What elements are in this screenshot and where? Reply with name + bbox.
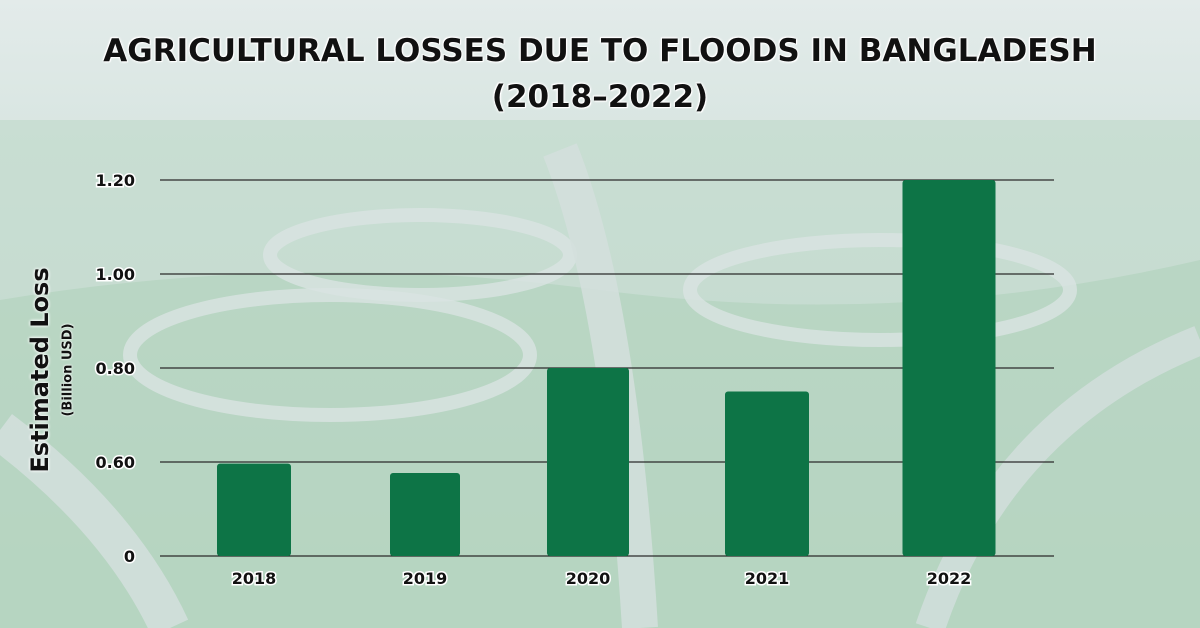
y-tick-label: 0 bbox=[124, 547, 135, 566]
bar-2018 bbox=[217, 463, 291, 556]
bars bbox=[217, 180, 996, 556]
x-tick-labels: 2018 2019 2020 2021 2022 bbox=[230, 568, 973, 590]
bar-2020 bbox=[547, 368, 629, 556]
chart-title-line-2: (2018–2022) bbox=[491, 79, 709, 115]
chart-title: AGRICULTURAL LOSSES DUE TO FLOODS IN BAN… bbox=[0, 28, 1200, 120]
bar-2021 bbox=[725, 391, 809, 556]
y-tick-labels: 0 0.60 0.80 1.00 1.20 bbox=[94, 170, 136, 568]
chart-title-line-1: AGRICULTURAL LOSSES DUE TO FLOODS IN BAN… bbox=[103, 33, 1097, 69]
x-tick-label-2019: 2019 bbox=[403, 569, 448, 588]
x-tick-label-2021: 2021 bbox=[745, 569, 790, 588]
y-tick-label: 0.80 bbox=[96, 359, 135, 378]
bar-2019 bbox=[390, 472, 460, 556]
y-tick-label: 1.00 bbox=[96, 265, 135, 284]
x-tick-label-2022: 2022 bbox=[927, 569, 972, 588]
x-tick-label-2018: 2018 bbox=[232, 569, 277, 588]
x-tick-label-2020: 2020 bbox=[566, 569, 611, 588]
y-tick-label: 0.60 bbox=[96, 453, 135, 472]
y-tick-label: 1.20 bbox=[96, 171, 135, 190]
bar-2022 bbox=[902, 180, 996, 556]
